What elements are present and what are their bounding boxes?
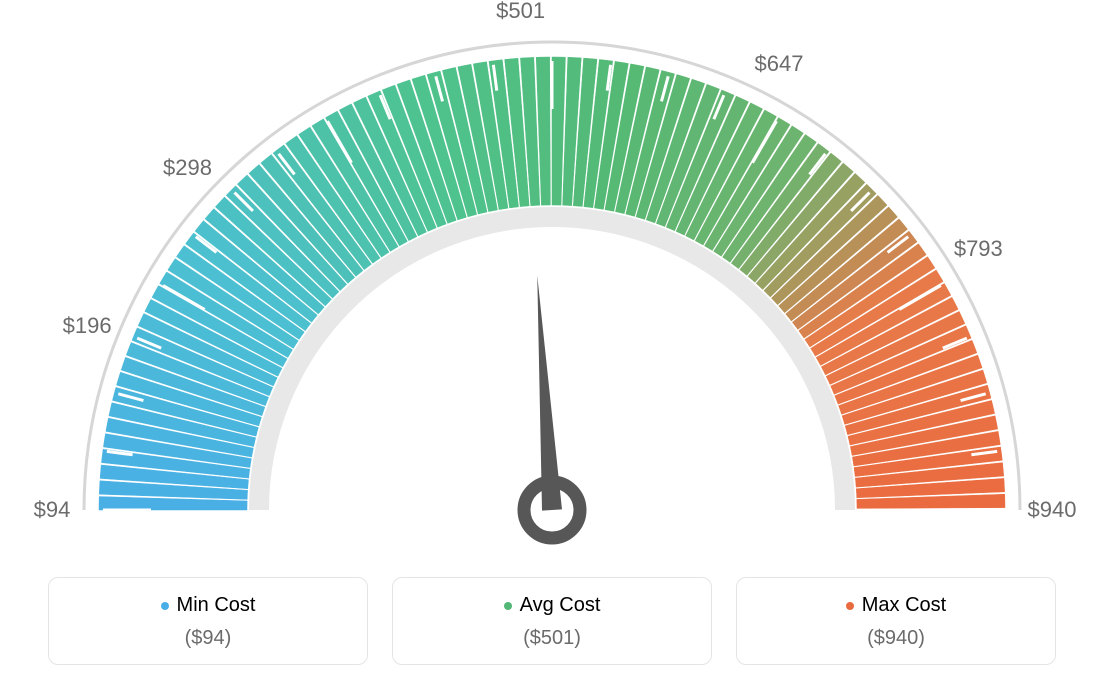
cost-gauge: $94 $196 $298 $501 $647 $793 $940	[0, 0, 1104, 560]
legend-card-max: Max Cost ($940)	[736, 577, 1056, 665]
gauge-tick-label: $501	[496, 0, 545, 24]
legend-label-max: Max Cost	[862, 594, 946, 617]
legend-value-avg: ($501)	[393, 627, 711, 650]
legend-value-min: ($94)	[49, 627, 367, 650]
legend-dot-min	[161, 602, 169, 610]
gauge-tick-label: $94	[34, 497, 71, 523]
legend-label-min: Min Cost	[177, 594, 256, 617]
legend-card-avg: Avg Cost ($501)	[392, 577, 712, 665]
legend-title-avg: Avg Cost	[504, 594, 601, 617]
gauge-tick-label: $793	[954, 236, 1003, 262]
legend-dot-max	[846, 602, 854, 610]
gauge-tick-label: $298	[163, 155, 212, 181]
gauge-svg	[0, 0, 1104, 560]
legend-title-max: Max Cost	[846, 594, 946, 617]
legend-label-avg: Avg Cost	[520, 594, 601, 617]
gauge-tick-label: $647	[755, 51, 804, 77]
legend-title-min: Min Cost	[161, 594, 256, 617]
gauge-tick-label: $940	[1028, 497, 1077, 523]
legend-row: Min Cost ($94) Avg Cost ($501) Max Cost …	[0, 577, 1104, 665]
legend-dot-avg	[504, 602, 512, 610]
gauge-tick-label: $196	[63, 313, 112, 339]
legend-value-max: ($940)	[737, 627, 1055, 650]
legend-card-min: Min Cost ($94)	[48, 577, 368, 665]
